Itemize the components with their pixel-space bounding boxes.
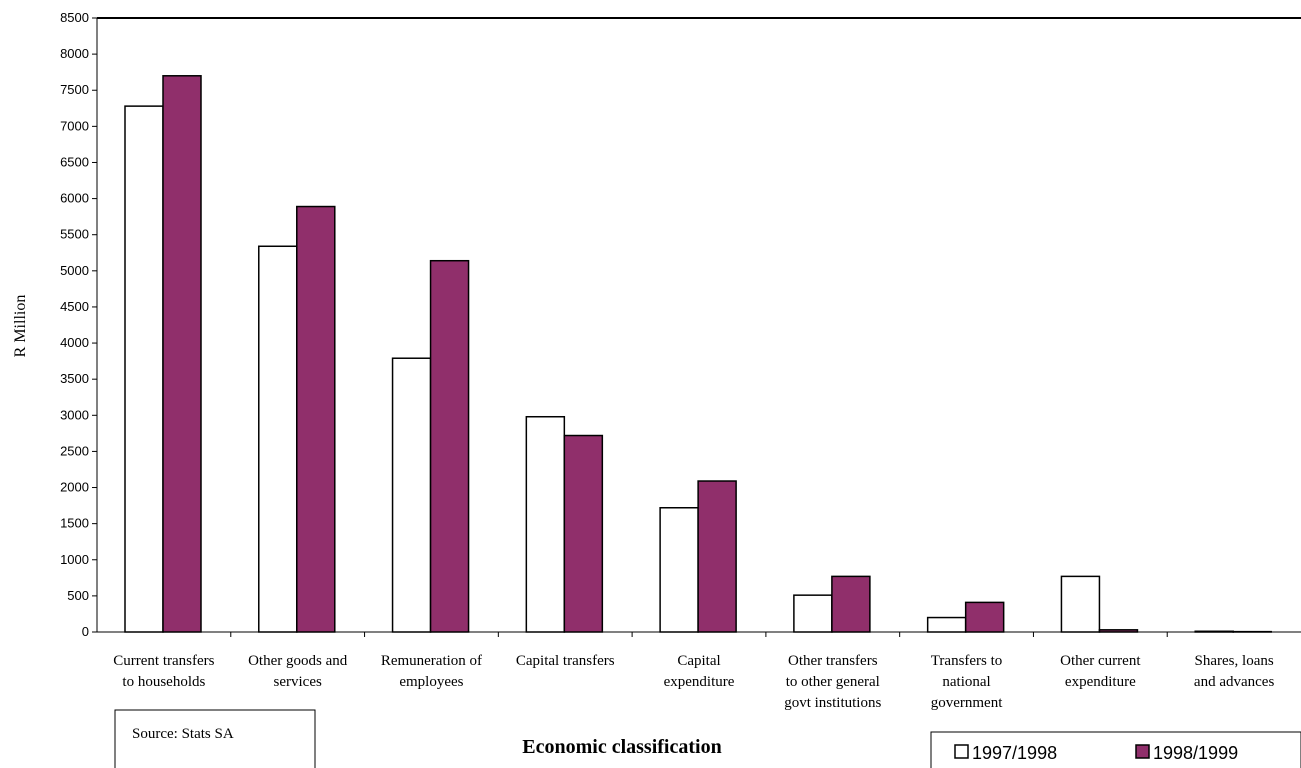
y-tick-label: 3000 (60, 407, 89, 422)
legend: 1997/1998 1998/1999 (930, 731, 1301, 768)
source-box: Source: Stats SA (114, 709, 316, 768)
y-tick-label: 1000 (60, 552, 89, 567)
bar-series-1998-1999 (429, 259, 470, 633)
x-axis-ticks (230, 632, 1168, 637)
y-tick-label: 3500 (60, 371, 89, 386)
y-tick-label: 4500 (60, 299, 89, 314)
y-tick-label: 2500 (60, 443, 89, 458)
y-tick-label: 7000 (60, 118, 89, 133)
y-tick-label: 1500 (60, 516, 89, 531)
y-tick-label: 5500 (60, 227, 89, 242)
category-label: Capital expenditure (664, 653, 735, 690)
legend-label-1997-1998: 1997/1998 (972, 743, 1057, 763)
y-tick-label: 2000 (60, 480, 89, 495)
bar-series-1997-1998 (525, 415, 566, 633)
bar-series-1997-1998 (659, 507, 699, 633)
legend-swatch-1997-1998 (954, 744, 969, 759)
y-tick-label: 5000 (60, 263, 89, 278)
bar-series-1997-1998 (1060, 575, 1101, 633)
bars (124, 75, 1272, 633)
y-tick-label: 0 (82, 624, 89, 639)
bar-series-1997-1998 (124, 105, 164, 633)
y-tick-label: 8500 (60, 10, 89, 25)
bar-series-1998-1999 (964, 601, 1005, 633)
y-axis-ticks: 0 500 1000 1500 2000 2500 3000 3500 4000 4500 5000… (60, 10, 97, 639)
y-tick-label: 6500 (60, 154, 89, 169)
category-labels: Current transfers to households Other good… (113, 653, 1274, 711)
category-label: Capital transfers (516, 653, 615, 669)
category-label: Other goods and services (248, 653, 348, 690)
category-label: Current transfers to households (113, 653, 214, 690)
y-tick-label: 7500 (60, 82, 89, 97)
bar-series-1997-1998 (926, 616, 967, 633)
source-text: Source: Stats SA (132, 726, 234, 742)
category-label: Other current expenditure (1060, 653, 1141, 690)
bar-series-1998-1999 (831, 575, 871, 633)
y-axis-title: R Million (12, 295, 29, 358)
bar-series-1997-1998 (258, 245, 298, 633)
bar-series-1998-1999 (563, 434, 604, 633)
category-label: Transfers to national government (931, 653, 1003, 711)
category-label: Shares, loans and advances (1194, 653, 1275, 690)
x-axis-title: Economic classification (522, 736, 721, 758)
legend-swatch-1998-1999 (1135, 744, 1150, 759)
bar-series-1997-1998 (793, 594, 833, 633)
y-tick-label: 4000 (60, 335, 89, 350)
category-label: Other transfers to other general govt inst… (784, 653, 881, 711)
y-tick-label: 500 (67, 588, 89, 603)
y-tick-label: 8000 (60, 46, 89, 61)
y-tick-label: 6000 (60, 191, 89, 206)
legend-label-1998-1999: 1998/1999 (1153, 743, 1238, 763)
bar-series-1997-1998 (391, 357, 432, 633)
bar-series-1998-1999 (296, 205, 336, 633)
category-label: Remuneration of employees (381, 653, 482, 690)
bar-series-1998-1999 (697, 480, 737, 633)
bar-series-1998-1999 (162, 75, 202, 633)
